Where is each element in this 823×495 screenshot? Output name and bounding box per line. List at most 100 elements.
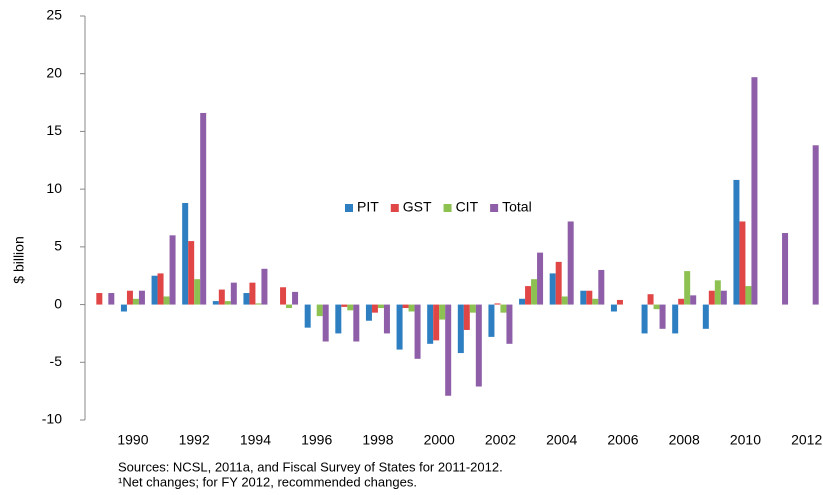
bar [280,287,287,305]
y-tick-label: 20 [46,64,62,80]
bar [714,280,721,305]
bar [377,304,384,309]
bar [365,304,372,321]
legend-label: GST [403,199,432,215]
legend-label: CIT [456,199,479,215]
bar [163,296,170,305]
bar [519,298,526,305]
source-note: Sources: NCSL, 2011a, and Fiscal Survey … [118,459,503,474]
bar [108,293,115,305]
y-tick-label: 0 [54,295,62,311]
bar [580,290,587,305]
bar [525,286,532,305]
bar [592,298,599,305]
bar [555,261,562,305]
bar [408,304,415,312]
bar [371,304,378,313]
bar [708,290,715,305]
bar [653,304,660,310]
legend-swatch [345,204,353,212]
bar [567,221,574,305]
bar [427,304,434,344]
bar [672,304,679,334]
bar [200,112,207,305]
x-tick-label: 1996 [301,432,332,448]
bar [475,304,482,387]
bar [610,304,617,312]
bar [641,304,648,334]
bar [598,269,605,305]
bar [383,304,390,334]
legend-swatch [443,204,452,212]
bar [341,304,348,307]
bar [255,303,262,305]
legend-label: Total [502,199,532,215]
x-tick-label: 2010 [730,432,761,448]
bar [812,145,819,305]
bar [292,291,299,305]
bar [659,304,666,329]
bar [224,301,231,305]
bar [322,304,329,342]
bar [616,299,623,305]
bar [96,293,103,305]
bar [120,304,127,312]
bar [243,293,250,305]
bar [218,289,225,305]
bar [182,202,189,305]
bar [212,301,219,305]
legend-label: PIT [357,199,379,215]
bar [402,304,409,309]
x-tick-label: 1998 [362,432,393,448]
bar [157,273,164,305]
bar [286,304,293,309]
bar [304,304,311,328]
bar [132,298,139,305]
bar [188,241,195,305]
bar [702,304,709,329]
bar [457,304,464,354]
x-tick-label: 2002 [485,432,516,448]
bar [745,286,752,305]
bar [151,275,158,305]
bar [506,304,513,344]
y-axis-label: $ billion [11,236,27,283]
bar [549,273,556,305]
source-note: ¹Net changes; for FY 2012, recommended c… [118,474,417,489]
x-tick-label: 1992 [179,432,210,448]
bar [531,279,538,305]
x-tick-label: 2008 [669,432,700,448]
bar [586,290,593,305]
bar [684,271,691,305]
bar [690,295,697,305]
bar [414,304,421,359]
x-tick-label: 2004 [546,432,577,448]
bar [261,268,268,305]
bar [720,290,727,305]
bar [488,304,495,337]
bar [445,304,452,396]
bar [316,304,323,317]
bar [169,235,176,305]
bar [126,290,133,305]
x-tick-label: 2006 [607,432,638,448]
y-tick-label: -5 [50,353,63,369]
y-tick-label: 10 [46,180,62,196]
bar [733,179,740,305]
bar [751,77,758,305]
bar [678,298,685,305]
bar [249,282,256,305]
bar [433,304,440,341]
bar [739,221,746,305]
bar [396,304,403,350]
y-tick-label: 5 [54,238,62,254]
y-tick-label: -10 [42,411,62,427]
bar [647,294,654,305]
bar [500,304,507,313]
bar [494,303,501,305]
bar [138,290,145,305]
x-tick-label: 1990 [117,432,148,448]
x-tick-label: 2000 [424,432,455,448]
bar [463,304,470,330]
